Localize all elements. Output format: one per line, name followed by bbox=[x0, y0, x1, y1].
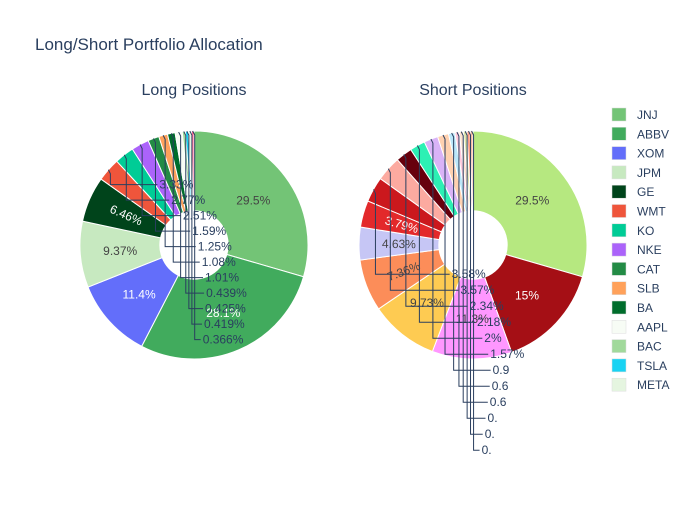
legend-swatch-13 bbox=[612, 359, 626, 372]
long-outside-label-6: 2.77% bbox=[171, 193, 205, 207]
legend-swatch-12 bbox=[612, 340, 626, 353]
legend-swatch-5 bbox=[612, 205, 626, 218]
legend-swatch-8 bbox=[612, 262, 626, 275]
legend-label-8: CAT bbox=[637, 262, 661, 276]
short-outside-label-15: 0.6 bbox=[490, 395, 507, 409]
legend-swatch-4 bbox=[612, 185, 626, 198]
long-outside-label-10: 1.08% bbox=[202, 255, 236, 269]
long-outside-label-13: 0.425% bbox=[205, 302, 246, 316]
long-outside-label-9: 1.25% bbox=[198, 240, 232, 254]
legend-label-6: KO bbox=[637, 224, 654, 238]
chart-title: Long/Short Portfolio Allocation bbox=[35, 35, 263, 54]
short-outside-label-12: 1.57% bbox=[490, 347, 524, 361]
short-outside-label-18: 0. bbox=[482, 443, 492, 457]
legend-label-9: SLB bbox=[637, 282, 660, 296]
legend-swatch-1 bbox=[612, 127, 626, 140]
short-outside-label-8: 3.57% bbox=[460, 283, 494, 297]
long-outside-label-7: 2.51% bbox=[183, 209, 217, 223]
legend-label-7: NKE bbox=[637, 243, 662, 257]
long-slice-label-2: 11.4% bbox=[123, 288, 156, 302]
long-outside-label-12: 0.439% bbox=[206, 286, 247, 300]
short-pie-title: Short Positions bbox=[419, 82, 527, 99]
legend-swatch-7 bbox=[612, 243, 626, 256]
short-slice-label-0: 29.5% bbox=[515, 194, 549, 208]
legend-label-5: WMT bbox=[637, 205, 666, 219]
legend-label-0: JNJ bbox=[637, 108, 658, 122]
long-outside-label-14: 0.419% bbox=[204, 317, 245, 331]
legend-swatch-14 bbox=[612, 378, 626, 391]
legend-swatch-0 bbox=[612, 108, 626, 121]
legend-swatch-3 bbox=[612, 166, 626, 179]
short-slice-label-3: 9.73% bbox=[410, 296, 444, 310]
long-outside-label-15: 0.366% bbox=[203, 333, 244, 347]
legend-label-10: BA bbox=[637, 301, 653, 315]
legend-label-3: JPM bbox=[637, 166, 661, 180]
short-outside-label-16: 0. bbox=[488, 411, 498, 425]
legend-label-4: GE bbox=[637, 185, 654, 199]
legend-swatch-9 bbox=[612, 282, 626, 295]
long-slice-label-3: 9.37% bbox=[103, 244, 137, 258]
long-outside-label-8: 1.59% bbox=[192, 224, 226, 238]
legend-swatch-2 bbox=[612, 147, 626, 160]
long-outside-label-5: 3.33% bbox=[159, 178, 193, 192]
legend: JNJ ABBV XOM JPM GE WMT KO NKE CAT SLB BA AAPL BAC TS… bbox=[612, 108, 669, 392]
legend-swatch-11 bbox=[612, 320, 626, 333]
legend-label-12: BAC bbox=[637, 340, 662, 354]
short-outside-label-14: 0.6 bbox=[492, 379, 509, 393]
legend-label-13: TSLA bbox=[637, 359, 667, 373]
short-outside-label-13: 0.9 bbox=[493, 363, 510, 377]
legend-label-11: AAPL bbox=[637, 320, 668, 334]
short-slice-label-1: 15% bbox=[515, 289, 539, 303]
legend-label-1: ABBV bbox=[637, 127, 669, 141]
short-outside-label-17: 0. bbox=[485, 427, 495, 441]
short-outside-label-11: 2% bbox=[484, 331, 502, 345]
short-slice-label-5: 4.63% bbox=[382, 237, 417, 251]
short-outside-label-10: 2.18% bbox=[477, 315, 511, 329]
long-outside-label-11: 1.01% bbox=[205, 271, 239, 285]
legend-label-14: META bbox=[637, 378, 669, 392]
short-outside-label-9: 2.34% bbox=[470, 299, 504, 313]
long-pie-title: Long Positions bbox=[142, 82, 247, 99]
long-slice-label-0: 29.5% bbox=[236, 193, 270, 207]
legend-swatch-10 bbox=[612, 301, 626, 314]
legend-swatch-6 bbox=[612, 224, 626, 237]
short-outside-label-7: 3.58% bbox=[452, 267, 486, 281]
legend-label-2: XOM bbox=[637, 147, 664, 161]
